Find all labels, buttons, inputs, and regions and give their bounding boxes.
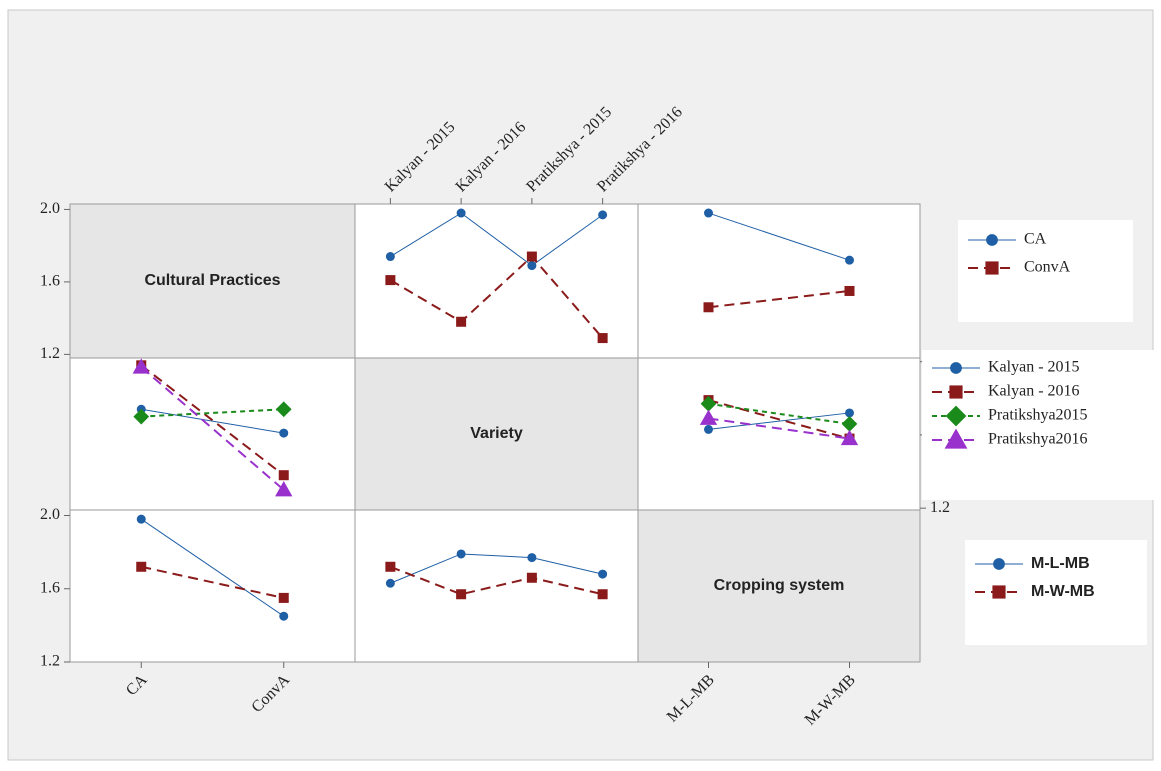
point xyxy=(526,572,537,583)
point xyxy=(844,285,855,296)
y-tick-label: 1.6 xyxy=(40,579,60,596)
legend-marker xyxy=(986,234,998,246)
series-line xyxy=(390,212,603,267)
series-line xyxy=(708,402,850,425)
point xyxy=(845,408,854,418)
legend-marker xyxy=(950,362,962,374)
point xyxy=(840,429,859,446)
point xyxy=(136,514,146,524)
y-tick-label: 2.0 xyxy=(40,506,60,523)
point xyxy=(279,611,289,621)
series-line xyxy=(140,518,285,617)
series-line xyxy=(141,565,284,599)
point xyxy=(704,208,713,218)
panel xyxy=(354,203,639,359)
series-line xyxy=(390,553,603,584)
legend-label: Pratikshya2015 xyxy=(988,407,1088,424)
y-tick-label: 1.2 xyxy=(40,653,60,670)
legend-box xyxy=(922,350,1157,500)
diagonal-cell xyxy=(354,357,639,511)
series-line xyxy=(708,399,850,440)
legend-marker xyxy=(992,585,1006,599)
legend-label: ConvA xyxy=(1024,259,1071,276)
series-line xyxy=(390,565,603,596)
point xyxy=(526,251,537,262)
factor-label: Variety xyxy=(470,425,523,442)
point xyxy=(598,210,608,220)
legend-label: Kalyan - 2015 xyxy=(988,359,1080,376)
series-line xyxy=(708,212,850,261)
legend-label: M-L-MB xyxy=(1031,555,1090,572)
point xyxy=(275,481,293,497)
point xyxy=(133,408,150,425)
series-line xyxy=(708,289,850,309)
point xyxy=(845,255,854,265)
y-tick-label: 1.2 xyxy=(40,345,60,362)
point xyxy=(597,333,608,344)
point xyxy=(456,316,467,327)
point xyxy=(278,592,289,603)
legend-label: CA xyxy=(1024,231,1047,248)
point xyxy=(385,252,395,262)
legend-label: Pratikshya2016 xyxy=(988,431,1088,448)
legend-marker xyxy=(993,558,1005,570)
panel xyxy=(637,203,921,359)
diagonal-cell xyxy=(637,509,921,663)
point xyxy=(527,553,537,563)
point xyxy=(385,561,396,572)
point xyxy=(132,358,150,374)
series-line xyxy=(708,412,850,430)
panel xyxy=(69,509,356,663)
y-tick-label: 1.2 xyxy=(930,499,950,516)
point xyxy=(704,424,713,434)
point xyxy=(598,569,608,579)
point xyxy=(456,208,466,218)
panel xyxy=(637,357,921,511)
y-tick-label: 2.0 xyxy=(40,200,60,217)
legend-marker xyxy=(944,428,968,449)
series-line xyxy=(141,408,284,434)
point xyxy=(699,409,718,425)
legend-label: Kalyan - 2016 xyxy=(988,383,1080,400)
panel xyxy=(69,357,356,511)
factor-label: Cropping system xyxy=(714,577,845,594)
point xyxy=(385,578,395,588)
point xyxy=(385,275,396,286)
point xyxy=(136,561,147,572)
legend-marker xyxy=(945,405,967,427)
series-line xyxy=(708,417,850,440)
factor-label: Cultural Practices xyxy=(144,272,280,289)
legend-marker xyxy=(985,261,999,275)
point xyxy=(456,589,467,600)
point xyxy=(703,302,714,313)
point xyxy=(278,470,289,481)
series-line xyxy=(141,408,284,418)
legend-label: M-W-MB xyxy=(1031,583,1095,600)
y-tick-label: 1.6 xyxy=(40,273,60,290)
point xyxy=(527,261,537,271)
series-line xyxy=(389,255,604,339)
diagonal-cell xyxy=(69,203,356,359)
legend-marker xyxy=(949,385,963,399)
point xyxy=(456,549,466,559)
point xyxy=(275,401,292,418)
point xyxy=(597,589,608,600)
series-line xyxy=(140,364,285,476)
point xyxy=(279,428,289,438)
